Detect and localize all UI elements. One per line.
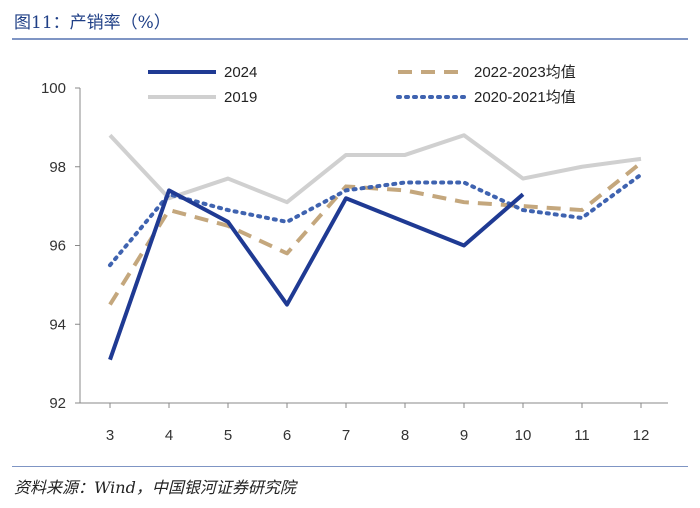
x-tick-label: 4: [165, 427, 173, 444]
x-tick-label: 11: [574, 427, 590, 444]
y-tick-label: 98: [49, 159, 66, 176]
x-tick-label: 9: [460, 427, 468, 444]
x-tick-label: 5: [224, 427, 232, 444]
legend-label: 2022-2023均值: [474, 64, 576, 81]
x-tick-label: 10: [515, 427, 532, 444]
y-tick-label: 96: [49, 238, 66, 255]
title-divider: [12, 38, 688, 40]
x-tick-label: 8: [401, 427, 409, 444]
legend-label: 2024: [224, 64, 257, 81]
series-line-2020-2021均值: [108, 172, 643, 268]
chart-title: 图11：产销率（%）: [14, 13, 171, 33]
series-line-2019: [108, 133, 642, 205]
y-tick-label: 100: [41, 80, 66, 97]
y-tick-label: 94: [49, 316, 66, 333]
legend-label: 2019: [224, 89, 257, 106]
series-line-2022-2023均值: [108, 161, 643, 306]
legend-label: 2020-2021均值: [474, 89, 576, 106]
x-tick-label: 3: [106, 427, 114, 444]
x-tick-label: 7: [342, 427, 350, 444]
x-tick-label: 12: [633, 427, 650, 444]
x-tick-label: 6: [283, 427, 291, 444]
series-line-2024: [108, 188, 525, 361]
y-tick-label: 92: [49, 395, 66, 412]
line-chart: 92 94 96 98 100 3 4 5 6 7 8 9 10 11 12 2024 2022-2023均值 2…: [41, 64, 668, 444]
source-note: 资料来源：Wind，中国银河证券研究院: [14, 478, 296, 497]
source-divider: [12, 466, 688, 467]
